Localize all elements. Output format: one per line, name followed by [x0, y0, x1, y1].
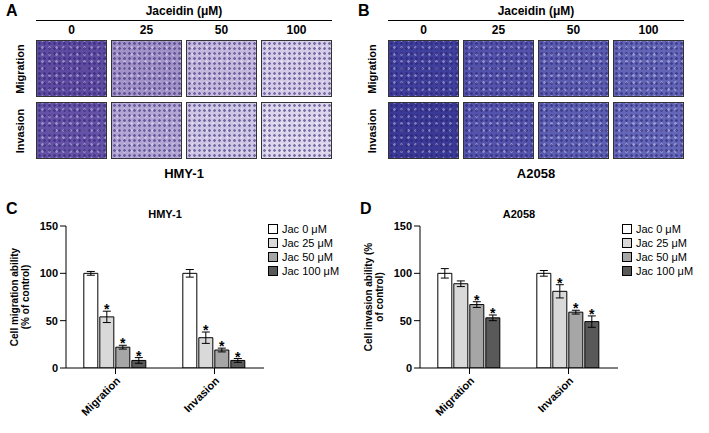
html-text:Invasion: Invasion — [14, 108, 26, 153]
html-text:Jac 0 μM: Jac 0 μM — [282, 223, 327, 235]
svg-text:*: * — [235, 349, 241, 365]
svg-text:*: * — [203, 322, 209, 338]
html-text:Jac 50 μM: Jac 50 μM — [636, 251, 687, 263]
html-text:0: 0 — [68, 23, 75, 37]
svg-text:50: 50 — [400, 315, 412, 327]
svg-text:100: 100 — [40, 267, 58, 279]
html-text:50: 50 — [566, 23, 581, 37]
html-text:Migration: Migration — [14, 43, 26, 94]
html-text:A2058: A2058 — [502, 208, 536, 220]
html-text:Invasion: Invasion — [366, 108, 378, 153]
svg-text:*: * — [474, 292, 480, 308]
svg-text:Migration: Migration — [433, 374, 477, 418]
html-text:A2058: A2058 — [516, 166, 556, 181]
svg-text:*: * — [557, 275, 563, 291]
svg-text:Cell migration ability(% of co: Cell migration ability(% of control) — [9, 247, 31, 346]
html-text:25: 25 — [139, 23, 154, 37]
html-text:HMY-1: HMY-1 — [164, 166, 204, 181]
html-text:Jaceidin (μM): Jaceidin (μM) — [497, 4, 575, 18]
html-text:Jac 100 μM: Jac 100 μM — [282, 265, 340, 277]
html-text:100: 100 — [638, 23, 659, 37]
svg-text:50: 50 — [46, 315, 58, 327]
svg-text:150: 150 — [40, 220, 58, 232]
svg-text:*: * — [573, 300, 579, 316]
svg-text:0: 0 — [52, 362, 58, 374]
svg-text:*: * — [219, 338, 225, 354]
html-text:Migration: Migration — [366, 43, 378, 94]
svg-text:*: * — [589, 306, 595, 322]
html-text:C: C — [6, 200, 18, 217]
html-text:Jaceidin (μM): Jaceidin (μM) — [145, 4, 223, 18]
svg-text:Invasion: Invasion — [535, 374, 575, 414]
html-text:Jac 100 μM: Jac 100 μM — [636, 265, 694, 277]
html-text:50: 50 — [214, 23, 229, 37]
svg-text:*: * — [104, 301, 110, 317]
html-text:Jac 0 μM: Jac 0 μM — [636, 223, 681, 235]
html-text:Jac 50 μM: Jac 50 μM — [282, 251, 333, 263]
svg-text:150: 150 — [394, 220, 412, 232]
html-text:A: A — [6, 2, 18, 19]
svg-text:0: 0 — [406, 362, 412, 374]
html-text:HMY-1: HMY-1 — [148, 208, 182, 220]
svg-text:*: * — [490, 305, 496, 321]
svg-text:Migration: Migration — [79, 374, 123, 418]
html-text:Jac 25 μM: Jac 25 μM — [636, 237, 687, 249]
svg-text:Cell invasion ability (%of con: Cell invasion ability (%of control) — [363, 243, 385, 351]
svg-text:100: 100 — [394, 267, 412, 279]
html-text:100: 100 — [286, 23, 307, 37]
html-text:D: D — [360, 200, 372, 217]
svg-text:*: * — [136, 348, 142, 364]
svg-text:*: * — [120, 335, 126, 351]
html-text:0: 0 — [420, 23, 427, 37]
html-text:Jac 25 μM: Jac 25 μM — [282, 237, 333, 249]
html-text:25: 25 — [491, 23, 506, 37]
html-text:B: B — [358, 2, 370, 19]
svg-text:Invasion: Invasion — [181, 374, 221, 414]
